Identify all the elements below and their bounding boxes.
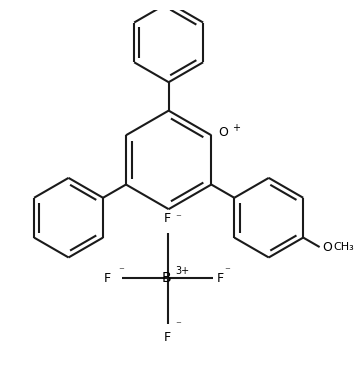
Text: +: + xyxy=(232,123,240,133)
Text: ⁻: ⁻ xyxy=(175,320,181,330)
Text: ⁻: ⁻ xyxy=(175,214,181,223)
Text: 3+: 3+ xyxy=(175,266,189,276)
Text: O: O xyxy=(322,241,332,254)
Text: F: F xyxy=(104,272,111,285)
Text: F: F xyxy=(217,272,224,285)
Text: CH₃: CH₃ xyxy=(334,242,354,252)
Text: ⁻: ⁻ xyxy=(119,267,124,277)
Text: F: F xyxy=(164,212,171,225)
Text: ⁻: ⁻ xyxy=(224,267,230,277)
Text: B: B xyxy=(162,271,172,285)
Text: F: F xyxy=(164,331,171,345)
Text: O: O xyxy=(218,126,228,139)
